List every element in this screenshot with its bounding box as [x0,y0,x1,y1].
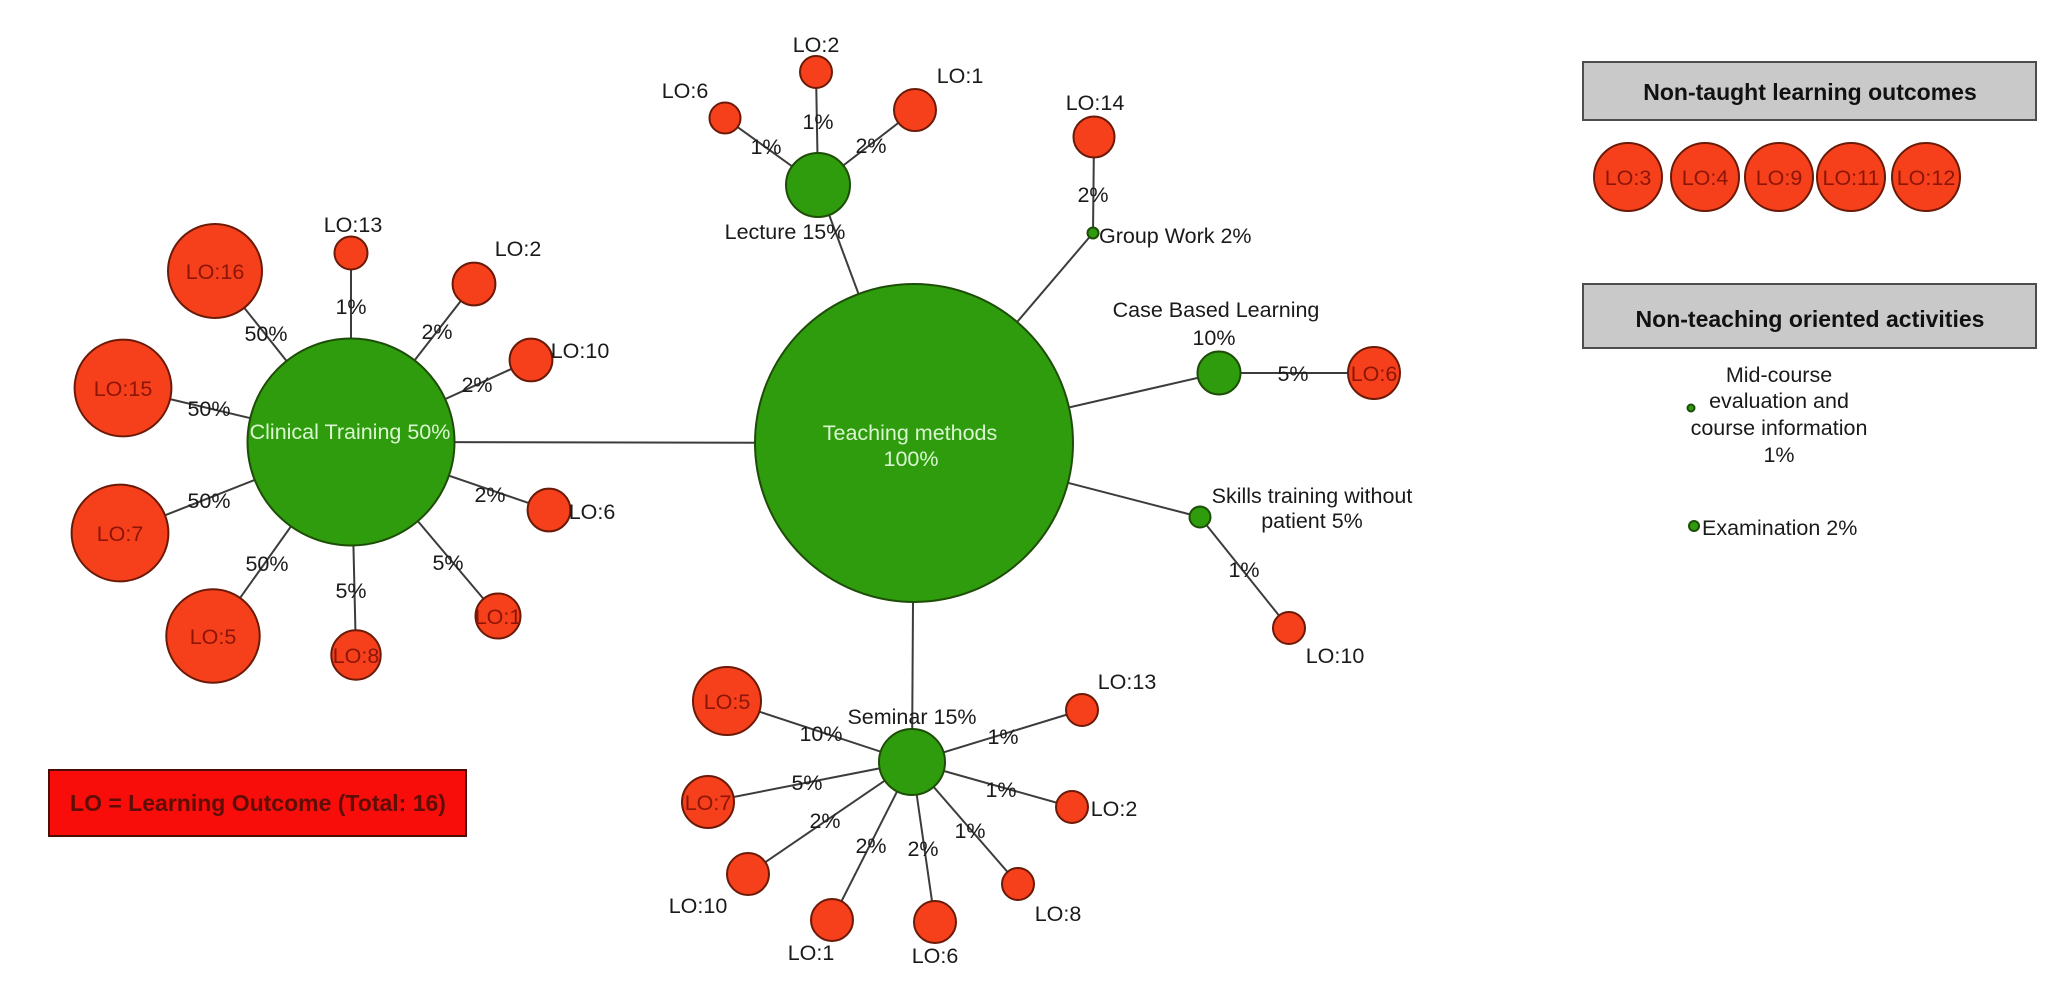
svg-text:LO:10: LO:10 [551,339,610,363]
svg-text:1%: 1% [1763,443,1794,467]
svg-text:LO:5: LO:5 [190,625,237,649]
svg-text:Non-teaching oriented activiti: Non-teaching oriented activities [1636,306,1985,332]
svg-text:LO:6: LO:6 [1351,362,1398,386]
svg-text:50%: 50% [245,552,288,576]
svg-text:100%: 100% [884,447,939,471]
svg-text:LO:1: LO:1 [475,605,522,629]
svg-text:2%: 2% [907,837,938,861]
svg-text:2%: 2% [461,373,492,397]
svg-text:LO:7: LO:7 [685,791,732,815]
svg-text:LO:6: LO:6 [569,500,616,524]
svg-text:LO:7: LO:7 [97,522,144,546]
svg-text:2%: 2% [855,834,886,858]
svg-text:patient 5%: patient 5% [1261,509,1363,533]
svg-text:LO:1: LO:1 [937,64,984,88]
svg-text:Case Based Learning: Case Based Learning [1113,298,1320,322]
svg-text:2%: 2% [1077,183,1108,207]
svg-text:Mid-course: Mid-course [1726,363,1832,387]
svg-text:LO:3: LO:3 [1605,166,1652,190]
svg-text:1%: 1% [802,110,833,134]
svg-text:LO:5: LO:5 [704,690,751,714]
svg-text:5%: 5% [791,771,822,795]
svg-text:Examination 2%: Examination 2% [1702,516,1857,540]
svg-text:Lecture 15%: Lecture 15% [725,220,846,244]
svg-text:LO:8: LO:8 [333,644,380,668]
svg-text:10%: 10% [799,722,842,746]
svg-text:50%: 50% [187,489,230,513]
svg-text:evaluation and: evaluation and [1709,389,1849,413]
svg-text:LO:9: LO:9 [1756,166,1803,190]
svg-text:Non-taught learning outcomes: Non-taught learning outcomes [1643,79,1977,105]
svg-text:Seminar 15%: Seminar 15% [847,705,976,729]
svg-text:LO:14: LO:14 [1066,91,1125,115]
svg-text:LO:16: LO:16 [186,260,245,284]
svg-text:LO:10: LO:10 [1306,644,1365,668]
svg-text:2%: 2% [421,320,452,344]
svg-text:1%: 1% [335,295,366,319]
svg-text:LO:6: LO:6 [912,944,959,968]
svg-text:LO:10: LO:10 [669,894,728,918]
svg-text:5%: 5% [1277,362,1308,386]
svg-text:LO:12: LO:12 [1897,166,1956,190]
svg-text:2%: 2% [809,809,840,833]
svg-text:1%: 1% [987,725,1018,749]
svg-text:LO:1: LO:1 [788,941,835,965]
svg-text:LO:13: LO:13 [324,213,383,237]
svg-text:1%: 1% [954,819,985,843]
svg-text:Teaching methods: Teaching methods [823,421,998,445]
svg-text:LO = Learning Outcome (Total:: LO = Learning Outcome (Total: 16) [70,790,446,816]
svg-text:5%: 5% [432,551,463,575]
svg-text:LO:2: LO:2 [793,33,840,57]
svg-text:LO:4: LO:4 [1682,166,1729,190]
svg-text:LO:8: LO:8 [1035,902,1082,926]
svg-text:LO:2: LO:2 [495,237,542,261]
svg-text:1%: 1% [750,135,781,159]
svg-text:50%: 50% [244,322,287,346]
svg-text:5%: 5% [335,579,366,603]
svg-text:Clinical Training 50%: Clinical Training 50% [250,420,451,444]
svg-text:50%: 50% [187,397,230,421]
svg-text:LO:6: LO:6 [662,79,709,103]
svg-text:1%: 1% [1228,558,1259,582]
svg-text:LO:13: LO:13 [1098,670,1157,694]
svg-text:LO:11: LO:11 [1823,166,1880,190]
svg-text:course information: course information [1691,416,1868,440]
svg-text:Skills training without: Skills training without [1212,484,1413,508]
svg-text:2%: 2% [855,134,886,158]
svg-text:Group Work 2%: Group Work 2% [1099,224,1252,248]
svg-text:LO:2: LO:2 [1091,797,1138,821]
svg-text:2%: 2% [474,483,505,507]
svg-text:10%: 10% [1192,326,1235,350]
svg-text:1%: 1% [985,778,1016,802]
svg-text:LO:15: LO:15 [94,377,153,401]
